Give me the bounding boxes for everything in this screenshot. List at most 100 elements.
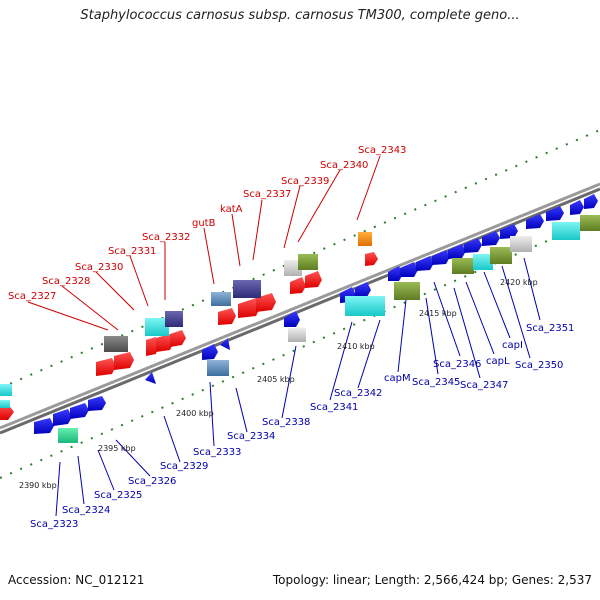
gene-glyph: [145, 372, 156, 384]
gene-glyph: [238, 298, 260, 318]
map-title: Staphylococcus carnosus subsp. carnosus …: [80, 8, 520, 23]
gene-label: Sca_2350: [515, 360, 563, 371]
gene-label: Sca_2329: [160, 461, 208, 472]
gene-label: Sca_2338: [262, 417, 310, 428]
gene-glyph: [104, 336, 128, 352]
gene-glyph: [218, 308, 236, 325]
gene-label: Sca_2341: [310, 402, 358, 413]
gene-glyph: [490, 247, 512, 264]
gene-glyph: [70, 403, 89, 419]
gene-glyph: [580, 215, 600, 231]
bottom-gene-labels: Sca_2323 Sca_2324 Sca_2325 Sca_2326 Sca_…: [30, 323, 574, 530]
gene-glyph: [58, 428, 78, 443]
kbp-label: 2420 kbp: [500, 278, 538, 287]
gene-glyph: [510, 236, 532, 252]
top-gene-labels: Sca_2327 Sca_2328 Sca_2330 Sca_2331 Sca_…: [8, 145, 406, 302]
accession-text: Accession: NC_012121: [8, 573, 145, 587]
kbp-label: 2405 kbp: [257, 375, 295, 384]
gene-glyph: [570, 200, 584, 215]
gene-glyph: [170, 330, 186, 347]
gene-glyph: [0, 384, 12, 396]
gene-label: capM: [384, 373, 411, 384]
gene-glyph: [345, 296, 385, 316]
gene-glyph: [290, 277, 306, 294]
gene-label: Sca_2330: [75, 262, 123, 273]
gene-glyph: [298, 254, 318, 270]
gene-label: Sca_2327: [8, 291, 56, 302]
gene-glyph: [464, 238, 482, 253]
gene-glyph: [358, 232, 372, 246]
gene-glyph: [145, 318, 169, 336]
gene-glyph: [452, 258, 474, 274]
gene-label: Sca_2342: [334, 388, 382, 399]
gene-label: Sca_2339: [281, 176, 329, 187]
gene-label: Sca_2345: [412, 377, 460, 388]
gene-label: capI: [502, 340, 523, 351]
gene-glyph: [146, 337, 158, 356]
gene-label: Sca_2323: [30, 519, 78, 530]
gene-glyph: [394, 282, 420, 300]
gene-label: Sca_2332: [142, 232, 190, 243]
genome-info-text: Topology: linear; Length: 2,566,424 bp; …: [272, 573, 592, 587]
gene-glyph: [448, 244, 466, 259]
gene-glyph: [388, 266, 403, 281]
gene-glyph: [233, 280, 261, 298]
gene-glyph: [473, 254, 493, 270]
gene-glyph: [114, 352, 134, 370]
gene-label: gutB: [192, 218, 216, 229]
gene-glyph: [546, 206, 564, 221]
gene-glyph: [207, 360, 229, 376]
gene-glyph: [202, 344, 218, 360]
gene-label: Sca_2337: [243, 189, 291, 200]
gene-glyph: [165, 311, 183, 327]
gene-glyph: [284, 311, 300, 327]
gene-label: capL: [486, 356, 510, 367]
gene-glyph: [400, 262, 418, 277]
gene-glyph: [305, 271, 322, 288]
gene-label: Sca_2343: [358, 145, 406, 156]
gene-label: Sca_2351: [526, 323, 574, 334]
gene-glyph: [284, 260, 302, 276]
gene-glyph: [220, 338, 230, 350]
gene-glyph: [211, 292, 231, 306]
gene-label: Sca_2346: [433, 359, 481, 370]
gene-glyph: [432, 250, 450, 265]
forward-strand-genes: [0, 232, 378, 420]
gene-label: Sca_2328: [42, 276, 90, 287]
gene-label: Sca_2326: [128, 476, 176, 487]
top-leader-lines: [27, 155, 381, 331]
gene-glyph: [500, 224, 518, 239]
gene-glyph: [288, 328, 306, 342]
bottom-leader-lines: [55, 257, 541, 517]
gene-glyph: [88, 396, 106, 411]
gene-glyph: [53, 409, 72, 426]
gene-glyph: [0, 400, 10, 408]
gene-label: Sca_2333: [193, 447, 241, 458]
gene-glyph: [355, 282, 371, 298]
gene-glyph: [156, 334, 174, 352]
kbp-label: 2410 kbp: [337, 342, 375, 351]
kbp-label: 2390 kbp: [19, 481, 57, 490]
gene-glyph: [584, 194, 598, 209]
gene-glyph: [526, 214, 544, 229]
kbp-label: 2415 kbp: [419, 309, 457, 318]
gene-label: katA: [220, 204, 243, 215]
gene-glyph: [34, 418, 54, 434]
gene-glyph: [365, 252, 378, 266]
kbp-label: 2400 kbp: [176, 409, 214, 418]
gene-glyph: [416, 256, 434, 271]
gene-label: Sca_2334: [227, 431, 275, 442]
gene-label: Sca_2331: [108, 246, 156, 257]
gene-glyph: [482, 231, 500, 246]
reverse-strand-genes: [0, 194, 600, 443]
gene-label: Sca_2325: [94, 490, 142, 501]
gene-label: Sca_2347: [460, 380, 508, 391]
gene-label: Sca_2340: [320, 160, 368, 171]
gene-label: Sca_2324: [62, 505, 110, 516]
genome-backbone: [0, 182, 600, 435]
gene-glyph: [552, 222, 580, 240]
kbp-label: 2395 kbp: [98, 444, 136, 453]
gene-glyph: [96, 358, 116, 376]
kbp-scale-labels: 2390 kbp 2395 kbp 2400 kbp 2405 kbp 2410…: [19, 278, 538, 490]
